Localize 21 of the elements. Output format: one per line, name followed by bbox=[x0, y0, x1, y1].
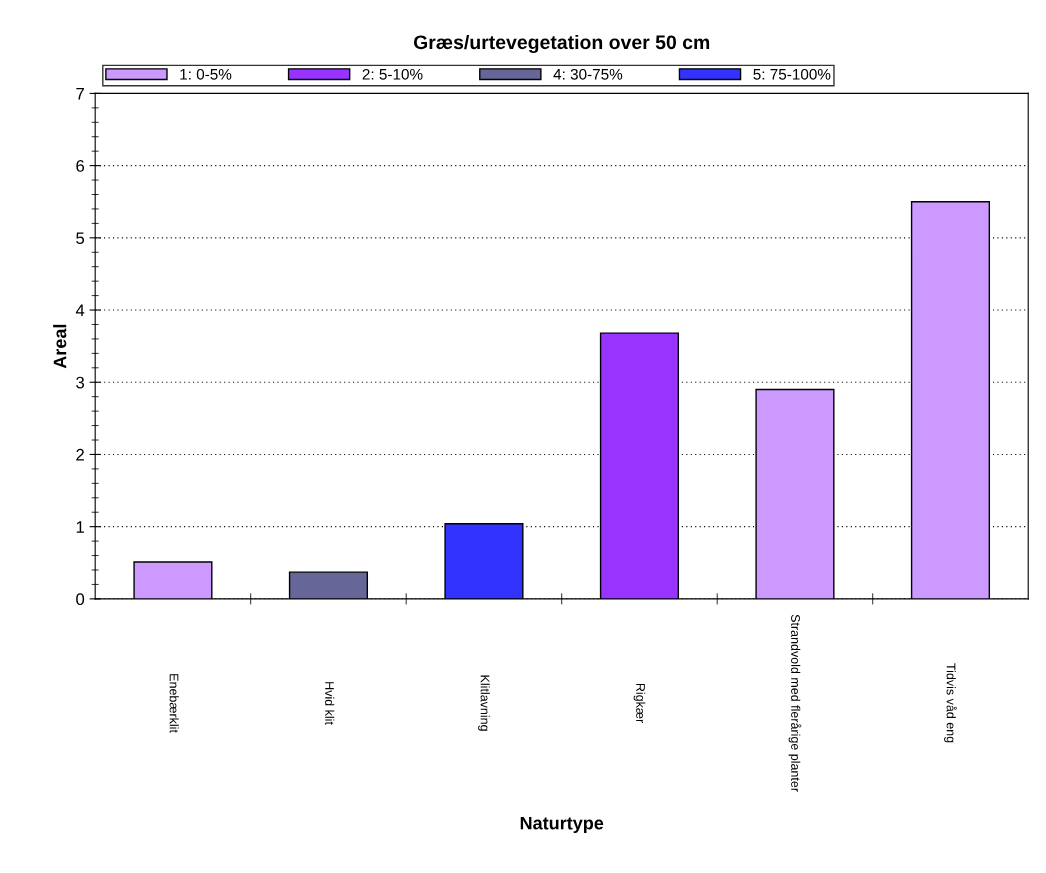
y-tick-label: 1 bbox=[76, 521, 84, 533]
chart-title: Græs/urtevegetation over 50 cm bbox=[413, 34, 710, 54]
y-tick-label: 2 bbox=[76, 448, 84, 461]
legend-label: 2: 5-10% bbox=[362, 68, 423, 80]
x-axis-title: Naturtype bbox=[520, 816, 604, 834]
y-tick-label: 6 bbox=[76, 160, 85, 172]
x-tick-label: Klitlavning bbox=[478, 675, 490, 731]
y-tick-label: 3 bbox=[76, 376, 85, 389]
x-tick-label: Tidvis våd eng bbox=[944, 663, 957, 743]
y-tick-label: 5 bbox=[76, 232, 85, 245]
y-tick-label: 4 bbox=[75, 304, 85, 317]
x-tick-label: Hvid klit bbox=[325, 682, 335, 725]
legend-label: 1: 0-5% bbox=[180, 68, 232, 80]
x-tick-label: Rigkær bbox=[633, 683, 646, 723]
y-axis-title: Areal bbox=[53, 324, 67, 369]
y-tick-label: 0 bbox=[76, 593, 85, 606]
legend-label: 5: 75-100% bbox=[753, 68, 831, 80]
legend-label: 4: 30-75% bbox=[553, 68, 623, 80]
x-tick-label: Strandvold med flerårige planter bbox=[788, 614, 802, 792]
y-tick-label: 7 bbox=[76, 87, 84, 100]
x-tick-label: Enebærklit bbox=[169, 674, 179, 733]
